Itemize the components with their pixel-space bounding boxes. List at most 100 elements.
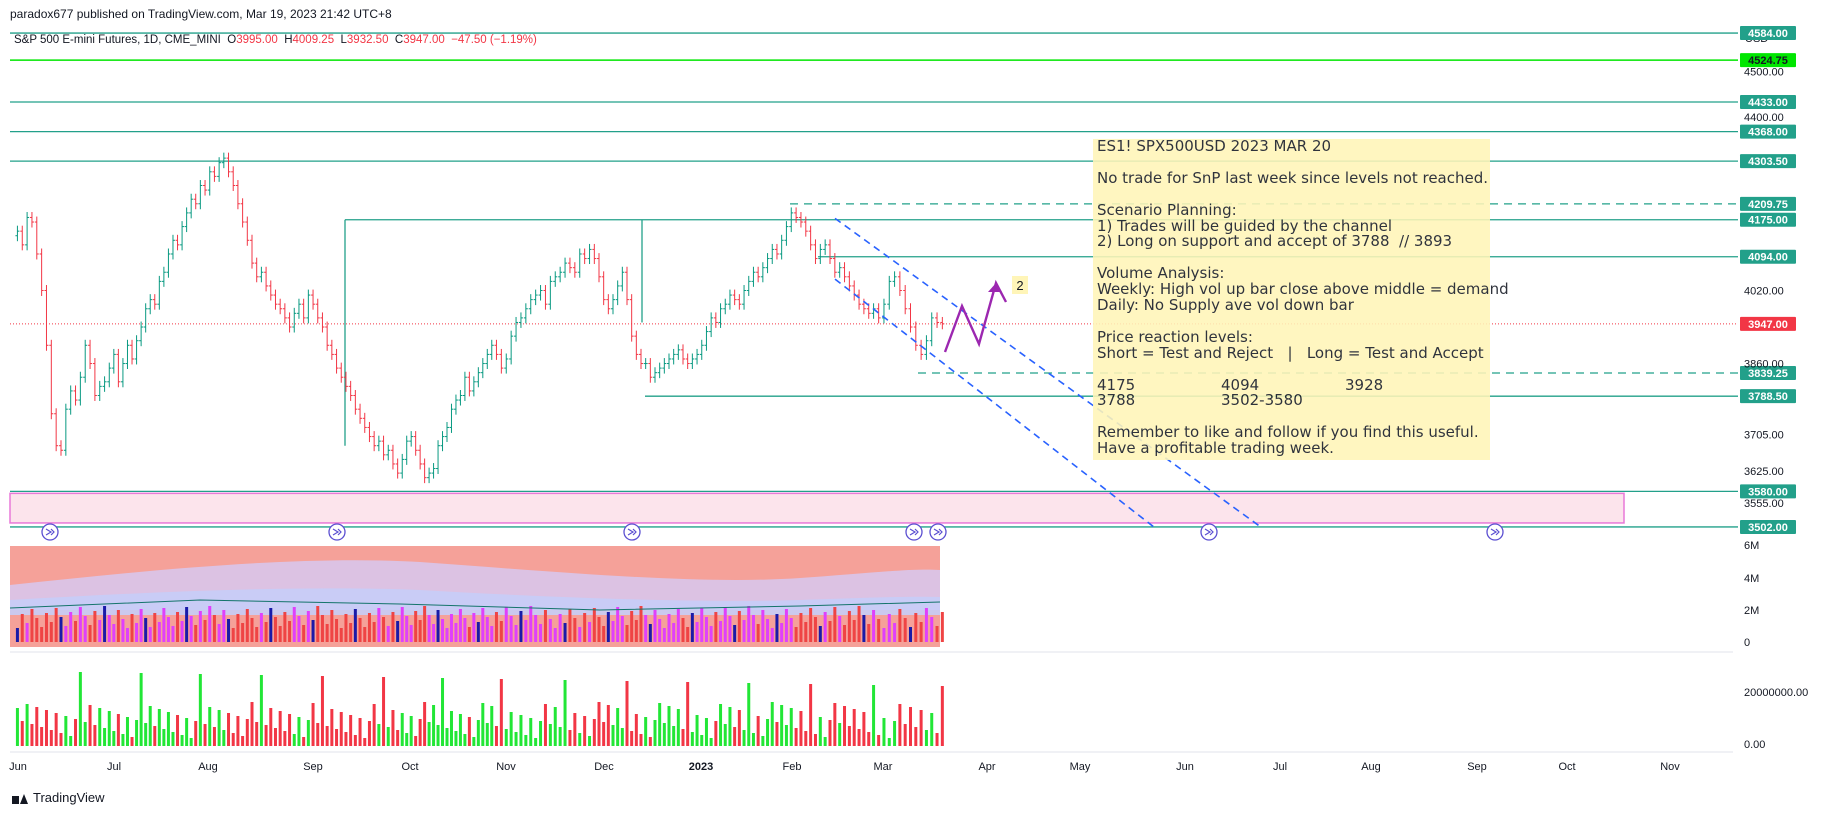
price-level-tag xyxy=(1740,366,1796,381)
volume-profile-bar xyxy=(245,609,249,642)
volume-profile-bar xyxy=(297,616,301,642)
volume-profile-bar xyxy=(93,611,97,642)
volume-bar xyxy=(148,706,152,746)
volume-bar xyxy=(349,715,353,746)
volume-profile-bar xyxy=(620,616,624,642)
volume-bar xyxy=(64,716,68,746)
volume-bar xyxy=(784,725,788,746)
volume-bar xyxy=(804,731,808,746)
volume-bar xyxy=(775,722,779,746)
note-line: Weekly: High vol up bar close above midd… xyxy=(1097,280,1509,299)
volume-profile-bar xyxy=(553,628,557,642)
volume-profile-bar xyxy=(857,606,861,642)
volume-bar xyxy=(116,714,120,746)
price-level-label: 4368.00 xyxy=(1748,127,1788,139)
volume-bar xyxy=(940,686,944,746)
volume-bar xyxy=(553,707,557,746)
volume-bar xyxy=(144,723,148,746)
volume-bar xyxy=(644,717,648,746)
volume-bar xyxy=(789,708,793,746)
volume-profile-bar xyxy=(463,618,467,642)
volume-bar xyxy=(227,713,231,746)
volume-profile-bar xyxy=(648,624,652,642)
volume-bar xyxy=(843,706,847,746)
x-axis-tick-label: Sep xyxy=(303,761,323,773)
note-line: 3788 3502-3580 xyxy=(1097,391,1303,410)
tradingview-mark-icon xyxy=(12,793,28,804)
volume-profile-bar xyxy=(519,611,523,642)
volume-profile-bar xyxy=(742,620,746,642)
volume-profile-bar xyxy=(751,615,755,642)
price-level-tag xyxy=(1740,212,1796,227)
volume-profile-bar xyxy=(363,627,367,642)
note-line: 2) Long on support and accept of 3788 //… xyxy=(1097,232,1453,251)
volume-profile-bar xyxy=(396,621,400,642)
volume-bar xyxy=(733,727,737,746)
price-level-label: 4303.50 xyxy=(1748,156,1788,168)
volume-profile-bar xyxy=(445,628,449,642)
volume-bar xyxy=(578,733,582,746)
volume-bar xyxy=(377,724,381,746)
volume-bar xyxy=(302,737,306,746)
price-level-label: 4433.00 xyxy=(1748,97,1788,109)
y-axis-tick-label: 4400.00 xyxy=(1744,112,1784,124)
tradingview-logo[interactable]: TradingView xyxy=(12,790,105,805)
symbol-legend[interactable]: S&P 500 E-mini Futures, 1D, CME_MINI O39… xyxy=(14,34,537,46)
analysis-note[interactable]: ES1! SPX500USD 2023 MAR 20 No trade for S… xyxy=(1093,138,1509,460)
volume-profile-bar xyxy=(176,612,180,642)
volume-bar xyxy=(125,717,129,746)
volume-profile-bar xyxy=(813,617,817,642)
volume-bar xyxy=(809,684,813,746)
volume-profile-bar xyxy=(695,622,699,642)
price-level-label: 3947.00 xyxy=(1748,319,1788,331)
volume-bar xyxy=(135,720,139,746)
volume-bar xyxy=(93,725,97,746)
volume-bar xyxy=(339,712,343,746)
volume-bar xyxy=(857,729,861,746)
volume-bar xyxy=(737,710,741,746)
x-axis-tick-label: Nov xyxy=(1660,761,1680,773)
volume-bar xyxy=(418,719,422,746)
volume-profile-bar xyxy=(306,611,310,642)
volume-profile-bar xyxy=(107,615,111,642)
volume-profile-tick-label: 0 xyxy=(1744,637,1750,649)
volume-profile-bar xyxy=(423,606,427,642)
volume-profile-bar xyxy=(330,610,334,642)
volume-bar xyxy=(306,720,310,746)
event-arrow-icon xyxy=(1204,528,1214,536)
volume-profile-bar xyxy=(935,626,939,642)
price-level-tag xyxy=(1740,124,1796,139)
volume-bar xyxy=(602,722,606,746)
volume-profile-bar xyxy=(606,612,610,642)
volume-profile-bar xyxy=(116,610,120,642)
volume-profile-bar xyxy=(273,617,277,642)
volume-bar xyxy=(529,718,533,746)
volume-profile-bar xyxy=(578,627,582,642)
volume-profile-bar xyxy=(529,606,533,642)
y-axis-tick-label: 3625.00 xyxy=(1744,466,1784,478)
note-line: No trade for SnP last week since levels … xyxy=(1097,168,1489,187)
volume-bar xyxy=(467,717,471,746)
volume-bar xyxy=(558,727,562,746)
volume-profile-bar xyxy=(20,614,24,642)
volume-bar xyxy=(130,737,134,746)
volume-profile-bar xyxy=(630,611,634,642)
volume-bar xyxy=(311,703,315,746)
volume-bar xyxy=(887,738,891,746)
volume-bar xyxy=(320,676,324,746)
volume-bar xyxy=(780,705,784,746)
event-arrow-icon xyxy=(45,528,55,536)
annotation-label: 2 xyxy=(1016,278,1023,293)
volume-profile-bar xyxy=(833,607,837,642)
volume-profile-bar xyxy=(847,611,851,642)
volume-profile-bar xyxy=(74,621,78,642)
x-axis-tick-label: 2023 xyxy=(689,761,713,773)
volume-profile-bar xyxy=(662,628,666,642)
volume-profile-bar xyxy=(400,607,404,642)
volume-profile-bar xyxy=(44,613,48,642)
volume-profile-bar xyxy=(283,612,287,642)
note-line: Daily: No Supply ave vol down bar xyxy=(1097,296,1354,314)
volume-profile-bar xyxy=(311,620,315,642)
volume-profile-bar xyxy=(372,622,376,642)
